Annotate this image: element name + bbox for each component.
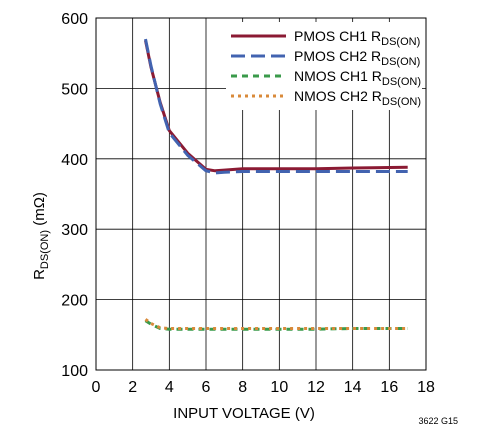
series-lines [144,38,408,331]
legend-label-2: PMOS CH2 RDS(ON) [294,48,420,68]
x-tick-label: 2 [128,379,137,396]
x-tick-label: 0 [92,379,101,396]
x-tick-label: 6 [202,379,211,396]
x-axis-label: INPUT VOLTAGE (V) [173,405,315,422]
y-axis-label: RDS(ON) (mΩ) [31,192,51,280]
legend: PMOS CH1 RDS(ON)PMOS CH2 RDS(ON)NMOS CH1… [226,22,422,110]
y-tick-label: 200 [61,293,88,310]
x-tick-labels: 0 2 4 6 8 10 12 14 16 18 [92,379,435,396]
x-tick-label: 10 [270,379,288,396]
y-tick-label: 600 [61,11,88,28]
x-tick-label: 12 [307,379,325,396]
x-tick-label: 14 [344,379,362,396]
series-line-2 [144,38,408,175]
plot-frame [95,17,427,371]
x-tick-label: 16 [380,379,398,396]
legend-label-1: PMOS CH1 RDS(ON) [294,28,420,48]
x-tick-label: 18 [417,379,435,396]
legend-label-4: NMOS CH2 RDS(ON) [294,88,421,108]
y-tick-label: 500 [61,81,88,98]
figure-code: 3622 G15 [418,416,458,426]
y-tick-labels: 100 200 300 400 500 600 [61,11,88,380]
y-tick-label: 300 [61,222,88,239]
series-line-4 [144,318,408,330]
y-tick-label: 100 [61,363,88,380]
y-tick-label: 400 [61,152,88,169]
x-tick-label: 8 [238,379,247,396]
x-tick-label: 4 [165,379,174,396]
legend-label-3: NMOS CH1 RDS(ON) [294,68,421,88]
